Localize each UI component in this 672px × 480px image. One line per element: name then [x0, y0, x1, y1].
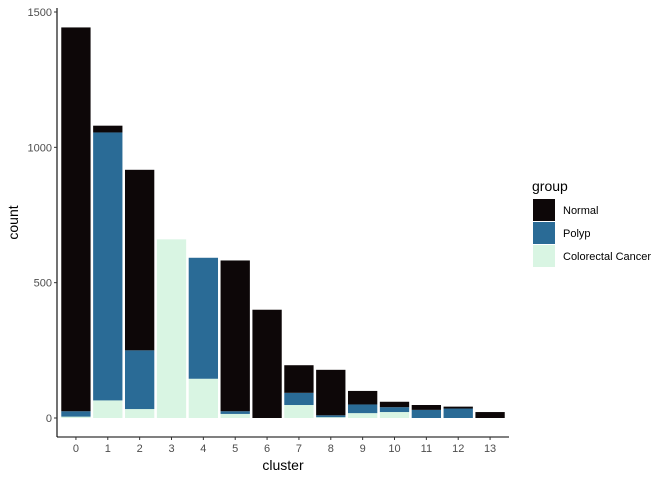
bar-polyp-cluster-5 — [220, 411, 250, 414]
y-axis-title: count — [5, 205, 21, 239]
y-tick-label: 1000 — [28, 142, 52, 154]
legend-label-colorectal-cancer: Colorectal Cancer — [563, 251, 651, 263]
x-tick-label: 1 — [105, 443, 111, 455]
bar-normal-cluster-11 — [411, 405, 442, 410]
x-tick-label: 4 — [200, 443, 206, 455]
x-tick-label: 6 — [264, 443, 270, 455]
x-axis-ticks: 0 1 2 3 4 5 6 7 8 9 10 11 12 13 — [73, 437, 496, 455]
x-tick-label: 7 — [296, 443, 302, 455]
x-tick-label: 13 — [484, 443, 496, 455]
x-tick-label: 9 — [360, 443, 366, 455]
bar-colorectal-cancer-cluster-5 — [220, 413, 250, 418]
bar-normal-cluster-10 — [379, 401, 410, 408]
bar-polyp-cluster-1 — [93, 132, 123, 401]
bar-colorectal-cancer-cluster-8 — [316, 417, 346, 418]
x-tick-label: 10 — [388, 443, 400, 455]
bar-normal-cluster-2 — [124, 169, 155, 351]
bar-normal-cluster-13 — [475, 412, 505, 418]
bar-polyp-cluster-10 — [379, 407, 410, 413]
legend-key-normal — [533, 199, 555, 221]
legend-title: group — [532, 178, 568, 194]
legend-key-polyp — [533, 222, 555, 244]
bar-normal-cluster-7 — [284, 365, 314, 393]
bar-normal-cluster-12 — [443, 406, 473, 409]
bar-colorectal-cancer-cluster-4 — [188, 378, 219, 418]
legend-key-colorectal-cancer — [533, 245, 555, 267]
bar-polyp-cluster-0 — [61, 411, 91, 417]
bar-normal-cluster-0 — [61, 27, 91, 412]
bar-polyp-cluster-7 — [284, 392, 314, 406]
x-tick-label: 3 — [168, 443, 174, 455]
bar-polyp-cluster-4 — [188, 257, 219, 379]
bar-polyp-cluster-11 — [411, 409, 442, 418]
y-tick-label: 0 — [46, 413, 52, 425]
bar-polyp-cluster-12 — [443, 408, 473, 418]
bar-polyp-cluster-8 — [316, 415, 346, 418]
x-axis-title: cluster — [262, 457, 304, 473]
bar-normal-cluster-9 — [347, 390, 378, 405]
legend: group Normal Polyp Colorectal Cancer — [532, 178, 651, 267]
y-tick-label: 500 — [34, 278, 52, 290]
bar-normal-cluster-1 — [93, 125, 123, 133]
x-tick-label: 8 — [328, 443, 334, 455]
x-tick-label: 2 — [137, 443, 143, 455]
x-tick-label: 12 — [452, 443, 464, 455]
legend-label-normal: Normal — [563, 205, 598, 217]
x-tick-label: 0 — [73, 443, 79, 455]
bar-normal-cluster-5 — [220, 260, 250, 412]
bar-colorectal-cancer-cluster-0 — [61, 416, 91, 418]
bar-colorectal-cancer-cluster-3 — [156, 239, 187, 418]
x-tick-label: 5 — [232, 443, 238, 455]
bar-polyp-cluster-2 — [124, 350, 155, 410]
legend-label-polyp: Polyp — [563, 228, 591, 240]
bar-colorectal-cancer-cluster-2 — [124, 409, 155, 418]
bar-colorectal-cancer-cluster-9 — [347, 413, 378, 418]
bar-colorectal-cancer-cluster-10 — [379, 412, 410, 418]
bar-polyp-cluster-9 — [347, 404, 378, 414]
y-axis-ticks: 0 500 1000 1500 — [28, 7, 57, 425]
bar-colorectal-cancer-cluster-1 — [93, 400, 123, 418]
x-tick-label: 11 — [421, 443, 432, 455]
bar-colorectal-cancer-cluster-7 — [284, 405, 314, 418]
bar-normal-cluster-8 — [316, 369, 346, 416]
bar-normal-cluster-6 — [252, 309, 282, 418]
bars-layer — [61, 27, 505, 418]
y-tick-label: 1500 — [28, 7, 52, 19]
